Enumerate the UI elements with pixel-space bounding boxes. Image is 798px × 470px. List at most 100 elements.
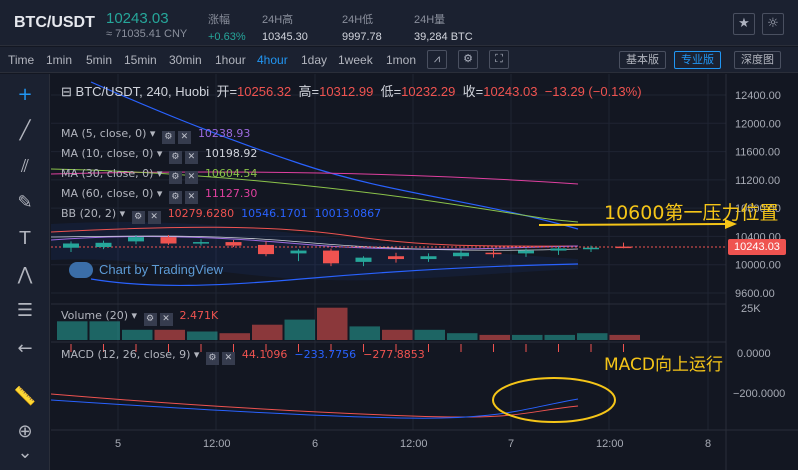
time-axis-label: 6	[312, 438, 318, 450]
fullscreen-icon[interactable]: ⛶	[489, 50, 509, 69]
volume-bar	[187, 331, 218, 340]
indicator-ma60[interactable]: MA (60, close, 0) ▾ ⚙ ✕ 11127.30	[61, 187, 258, 204]
indicator-close-icon: ✕	[147, 211, 161, 224]
candle-body	[355, 257, 372, 262]
macd-highlight-ellipse	[492, 377, 616, 423]
macd-annotation: MACD向上运行	[604, 355, 723, 375]
price-axis-label: 9600.00	[735, 288, 775, 300]
time-axis-label: 12:00	[400, 438, 428, 450]
volume-group	[57, 307, 640, 340]
brush-icon[interactable]: ✎	[17, 192, 33, 213]
settings-icon[interactable]: ⚙	[458, 50, 478, 69]
volume-bar	[89, 321, 120, 340]
back-arrow-icon[interactable]: ←	[17, 338, 33, 359]
volume-bar	[122, 329, 153, 340]
interval-30min[interactable]: 30min	[169, 53, 202, 67]
ma60-line	[51, 171, 579, 185]
time-label: Time	[8, 53, 35, 67]
indicator-settings-icon: ⚙	[168, 171, 182, 184]
indicator-close-icon: ✕	[159, 313, 173, 326]
volume-bar	[154, 329, 185, 340]
interval-5min[interactable]: 5min	[86, 53, 113, 67]
indicator-volume[interactable]: Volume (20) ▾ ⚙ ✕ 2.471K	[61, 309, 219, 326]
candle-body	[193, 242, 209, 244]
resistance-arrow-shaft	[538, 223, 726, 226]
interval-1day[interactable]: 1day	[301, 53, 328, 67]
interval-4hour[interactable]: 4hour	[257, 53, 288, 67]
indicator-ma30[interactable]: MA (30, close, 0) ▾ ⚙ ✕ 10604.54	[61, 167, 258, 184]
volume-bar	[447, 333, 478, 340]
pair-title: BTC/USDT	[14, 14, 95, 31]
price-axis-label: 11200.00	[735, 175, 780, 187]
pitchfork-icon[interactable]: ⫽	[20, 156, 30, 177]
indicator-close-icon: ✕	[184, 151, 198, 164]
time-axis: 5 12:00 6 12:00 7 12:00 8	[115, 438, 711, 450]
legend-collapse-icon[interactable]: ⊟	[61, 84, 72, 99]
indicator-settings-icon: ⚙	[205, 352, 219, 365]
price-axis-label: 10800.00	[735, 203, 781, 215]
legend-symbol: BTC/USDT, 240, Huobi	[75, 84, 210, 99]
candle-body	[290, 250, 307, 254]
volume-bar	[57, 321, 88, 340]
candle-body	[95, 242, 112, 248]
indicator-ma5[interactable]: MA (5, close, 0) ▾ ⚙ ✕ 10238.93	[61, 127, 251, 144]
legend-open: 10256.32	[237, 84, 292, 99]
chart-area[interactable]: 12400.00 12000.00 11600.00 11200.00 10800.00…	[51, 74, 798, 470]
candle-body	[420, 256, 437, 260]
zoom-in-icon[interactable]: ⊕	[17, 421, 33, 442]
interval-1mon[interactable]: 1mon	[386, 53, 417, 67]
stat-change: 涨幅 +0.63%	[208, 14, 246, 43]
last-price: 10243.03	[106, 10, 169, 27]
ma30-line	[51, 168, 579, 223]
chart-style-icon[interactable]: ⩘	[427, 50, 447, 69]
time-axis-label: 12:00	[596, 438, 624, 450]
interval-15min[interactable]: 15min	[124, 53, 157, 67]
macd-axis-0: 0.0000	[737, 348, 771, 360]
view-pro-button[interactable]: 专业版	[674, 51, 721, 69]
chevron-down-icon[interactable]: ⌄	[17, 442, 33, 463]
ohlc-legend: ⊟ BTC/USDT, 240, Huobi 开=10256.32 高=1031…	[61, 84, 642, 99]
time-axis-label: 8	[705, 438, 711, 450]
tradingview-watermark: Chart by TradingView	[69, 262, 223, 278]
drawing-tools-panel: + ╱ ⫽ ✎ T ⋀ ☰ ← 📏 ⊕ ⌄	[0, 74, 50, 470]
interval-1min[interactable]: 1min	[46, 53, 73, 67]
price-axis-label: 12000.00	[735, 118, 781, 130]
interval-1hour[interactable]: 1hour	[215, 53, 246, 67]
indicator-settings-icon: ⚙	[168, 191, 182, 204]
macd-axis-1: −200.0000	[733, 388, 785, 400]
stat-low: 24H低 9997.78	[342, 14, 382, 43]
theme-toggle-icon[interactable]: ☼	[762, 13, 784, 35]
fib-icon[interactable]: ☰	[16, 300, 34, 321]
indicator-bb[interactable]: BB (20, 2) ▾ ⚙ ✕ 10279.6280 10546.1701 10…	[61, 207, 382, 224]
resistance-annotation: 10600第一压力位置	[604, 202, 779, 224]
candle-body	[128, 237, 144, 242]
pattern-icon[interactable]: ⋀	[17, 264, 33, 285]
volume-bar	[414, 329, 445, 340]
candle-body	[323, 250, 339, 264]
indicator-settings-icon: ⚙	[168, 151, 182, 164]
resistance-arrow-head	[725, 219, 737, 229]
star-icon[interactable]: ★	[733, 13, 755, 35]
indicator-ma10[interactable]: MA (10, close, 0) ▾ ⚙ ✕ 10198.92	[61, 147, 258, 164]
price-axis-label: 11600.00	[735, 147, 780, 159]
text-icon[interactable]: T	[19, 228, 31, 249]
view-depth-button[interactable]: 深度图	[734, 51, 781, 69]
ruler-icon[interactable]: 📏	[13, 386, 37, 407]
volume-bar	[284, 319, 315, 340]
ma10-line	[51, 235, 579, 251]
time-axis-label: 5	[115, 438, 121, 450]
view-basic-button[interactable]: 基本版	[619, 51, 666, 69]
macd-histogram	[70, 344, 624, 352]
indicator-close-icon: ✕	[184, 191, 198, 204]
indicator-settings-icon: ⚙	[161, 131, 175, 144]
market-header: BTC/USDT 10243.03 ≈ 71035.41 CNY 涨幅 +0.63…	[0, 0, 798, 46]
legend-high: 10312.99	[319, 84, 374, 99]
candle-body	[583, 247, 599, 250]
volume-bar	[382, 329, 413, 340]
interval-1week[interactable]: 1week	[338, 53, 373, 67]
indicator-macd[interactable]: MACD (12, 26, close, 9) ▾ ⚙ ✕ 44.1096 −23…	[61, 348, 425, 365]
trend-line-icon[interactable]: ╱	[19, 120, 31, 141]
macd-signal-line	[51, 393, 579, 418]
time-axis-label: 7	[508, 438, 514, 450]
crosshair-icon[interactable]: +	[17, 84, 33, 105]
